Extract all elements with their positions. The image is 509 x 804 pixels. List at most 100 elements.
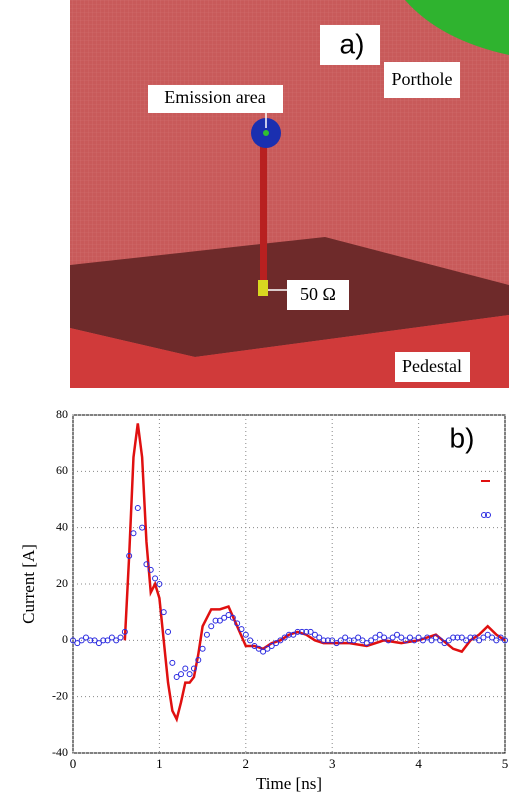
data-point	[298, 628, 305, 635]
data-point	[113, 637, 120, 644]
data-point	[402, 637, 409, 644]
data-point	[203, 631, 210, 638]
data-point	[324, 637, 331, 644]
label-box	[287, 280, 349, 310]
y-tick-label: 40	[56, 519, 68, 533]
y-tick-label: 0	[62, 632, 68, 646]
emitter-center	[263, 130, 269, 136]
y-tick-label: -40	[52, 745, 68, 759]
data-point	[216, 617, 223, 624]
data-point	[398, 634, 405, 641]
data-point	[458, 634, 465, 641]
x-tick-label: 3	[329, 756, 336, 771]
data-point	[493, 637, 500, 644]
resistor-label: 50 Ω	[300, 284, 336, 304]
data-point	[234, 620, 241, 627]
data-point	[165, 628, 172, 635]
data-point	[121, 628, 128, 635]
legend-marker	[485, 512, 491, 518]
data-point	[247, 637, 254, 644]
data-point	[502, 637, 508, 644]
data-point	[389, 634, 396, 641]
data-point	[424, 634, 431, 641]
data-point	[406, 634, 413, 641]
y-axis-label: Current [A]	[19, 544, 38, 624]
pedestal-label: Pedestal	[402, 356, 462, 376]
data-point	[242, 631, 249, 638]
data-point	[476, 637, 483, 644]
data-point	[143, 561, 150, 568]
data-point	[195, 657, 202, 664]
data-point	[294, 628, 301, 635]
x-tick-label: 2	[243, 756, 250, 771]
x-tick-label: 0	[70, 756, 77, 771]
data-point	[173, 673, 180, 680]
data-point	[329, 637, 336, 644]
data-point	[359, 637, 366, 644]
data-point	[445, 637, 452, 644]
data-point	[463, 637, 470, 644]
y-tick-label: 20	[56, 576, 68, 590]
label-box	[395, 352, 470, 382]
data-point	[480, 634, 487, 641]
label-box	[148, 85, 283, 113]
data-point	[134, 504, 141, 511]
data-point	[441, 640, 448, 647]
data-point	[467, 634, 474, 641]
data-point	[394, 631, 400, 638]
panel-a: a) Emission area Porthole 50 Ω Pedestal	[70, 0, 509, 388]
label-box	[320, 25, 380, 65]
data-point	[428, 637, 435, 644]
data-point	[454, 634, 461, 641]
data-point	[368, 637, 375, 644]
data-point	[281, 634, 288, 641]
data-point	[100, 637, 107, 644]
data-point	[484, 631, 491, 638]
data-point	[221, 614, 228, 621]
data-point	[251, 642, 258, 649]
data-point	[108, 634, 115, 641]
data-point	[91, 637, 98, 644]
data-point	[186, 671, 193, 678]
data-point	[208, 623, 215, 630]
data-point	[225, 611, 232, 618]
data-point	[238, 626, 245, 633]
data-point	[381, 634, 388, 641]
data-point	[489, 634, 496, 641]
y-tick-label: -20	[52, 688, 68, 702]
data-point	[70, 637, 76, 644]
x-axis-label: Time [ns]	[256, 774, 322, 793]
x-tick-label: 1	[156, 756, 163, 771]
data-point	[350, 637, 357, 644]
y-tick-label: 60	[56, 463, 68, 477]
data-point	[320, 637, 327, 644]
data-point	[268, 642, 275, 649]
data-point	[260, 648, 267, 655]
data-point	[411, 637, 418, 644]
data-point	[169, 659, 176, 666]
resistor	[258, 280, 268, 296]
data-point	[437, 637, 444, 644]
data-point	[450, 634, 457, 641]
data-point	[117, 634, 124, 641]
data-point	[264, 645, 271, 652]
data-point	[415, 634, 422, 641]
label-box	[384, 62, 460, 98]
data-point	[126, 552, 133, 559]
data-point	[87, 637, 94, 644]
panel-label: a)	[340, 28, 365, 59]
data-point	[139, 524, 146, 531]
porthole-label: Porthole	[392, 69, 453, 89]
data-point	[346, 637, 353, 644]
data-point	[182, 665, 189, 672]
data-point	[471, 634, 478, 641]
data-point	[311, 631, 318, 638]
data-point	[337, 637, 344, 644]
data-point	[273, 640, 280, 647]
data-point	[152, 575, 159, 582]
data-point	[212, 617, 219, 624]
data-point	[419, 637, 426, 644]
data-point	[95, 640, 102, 647]
data-point	[178, 671, 184, 678]
